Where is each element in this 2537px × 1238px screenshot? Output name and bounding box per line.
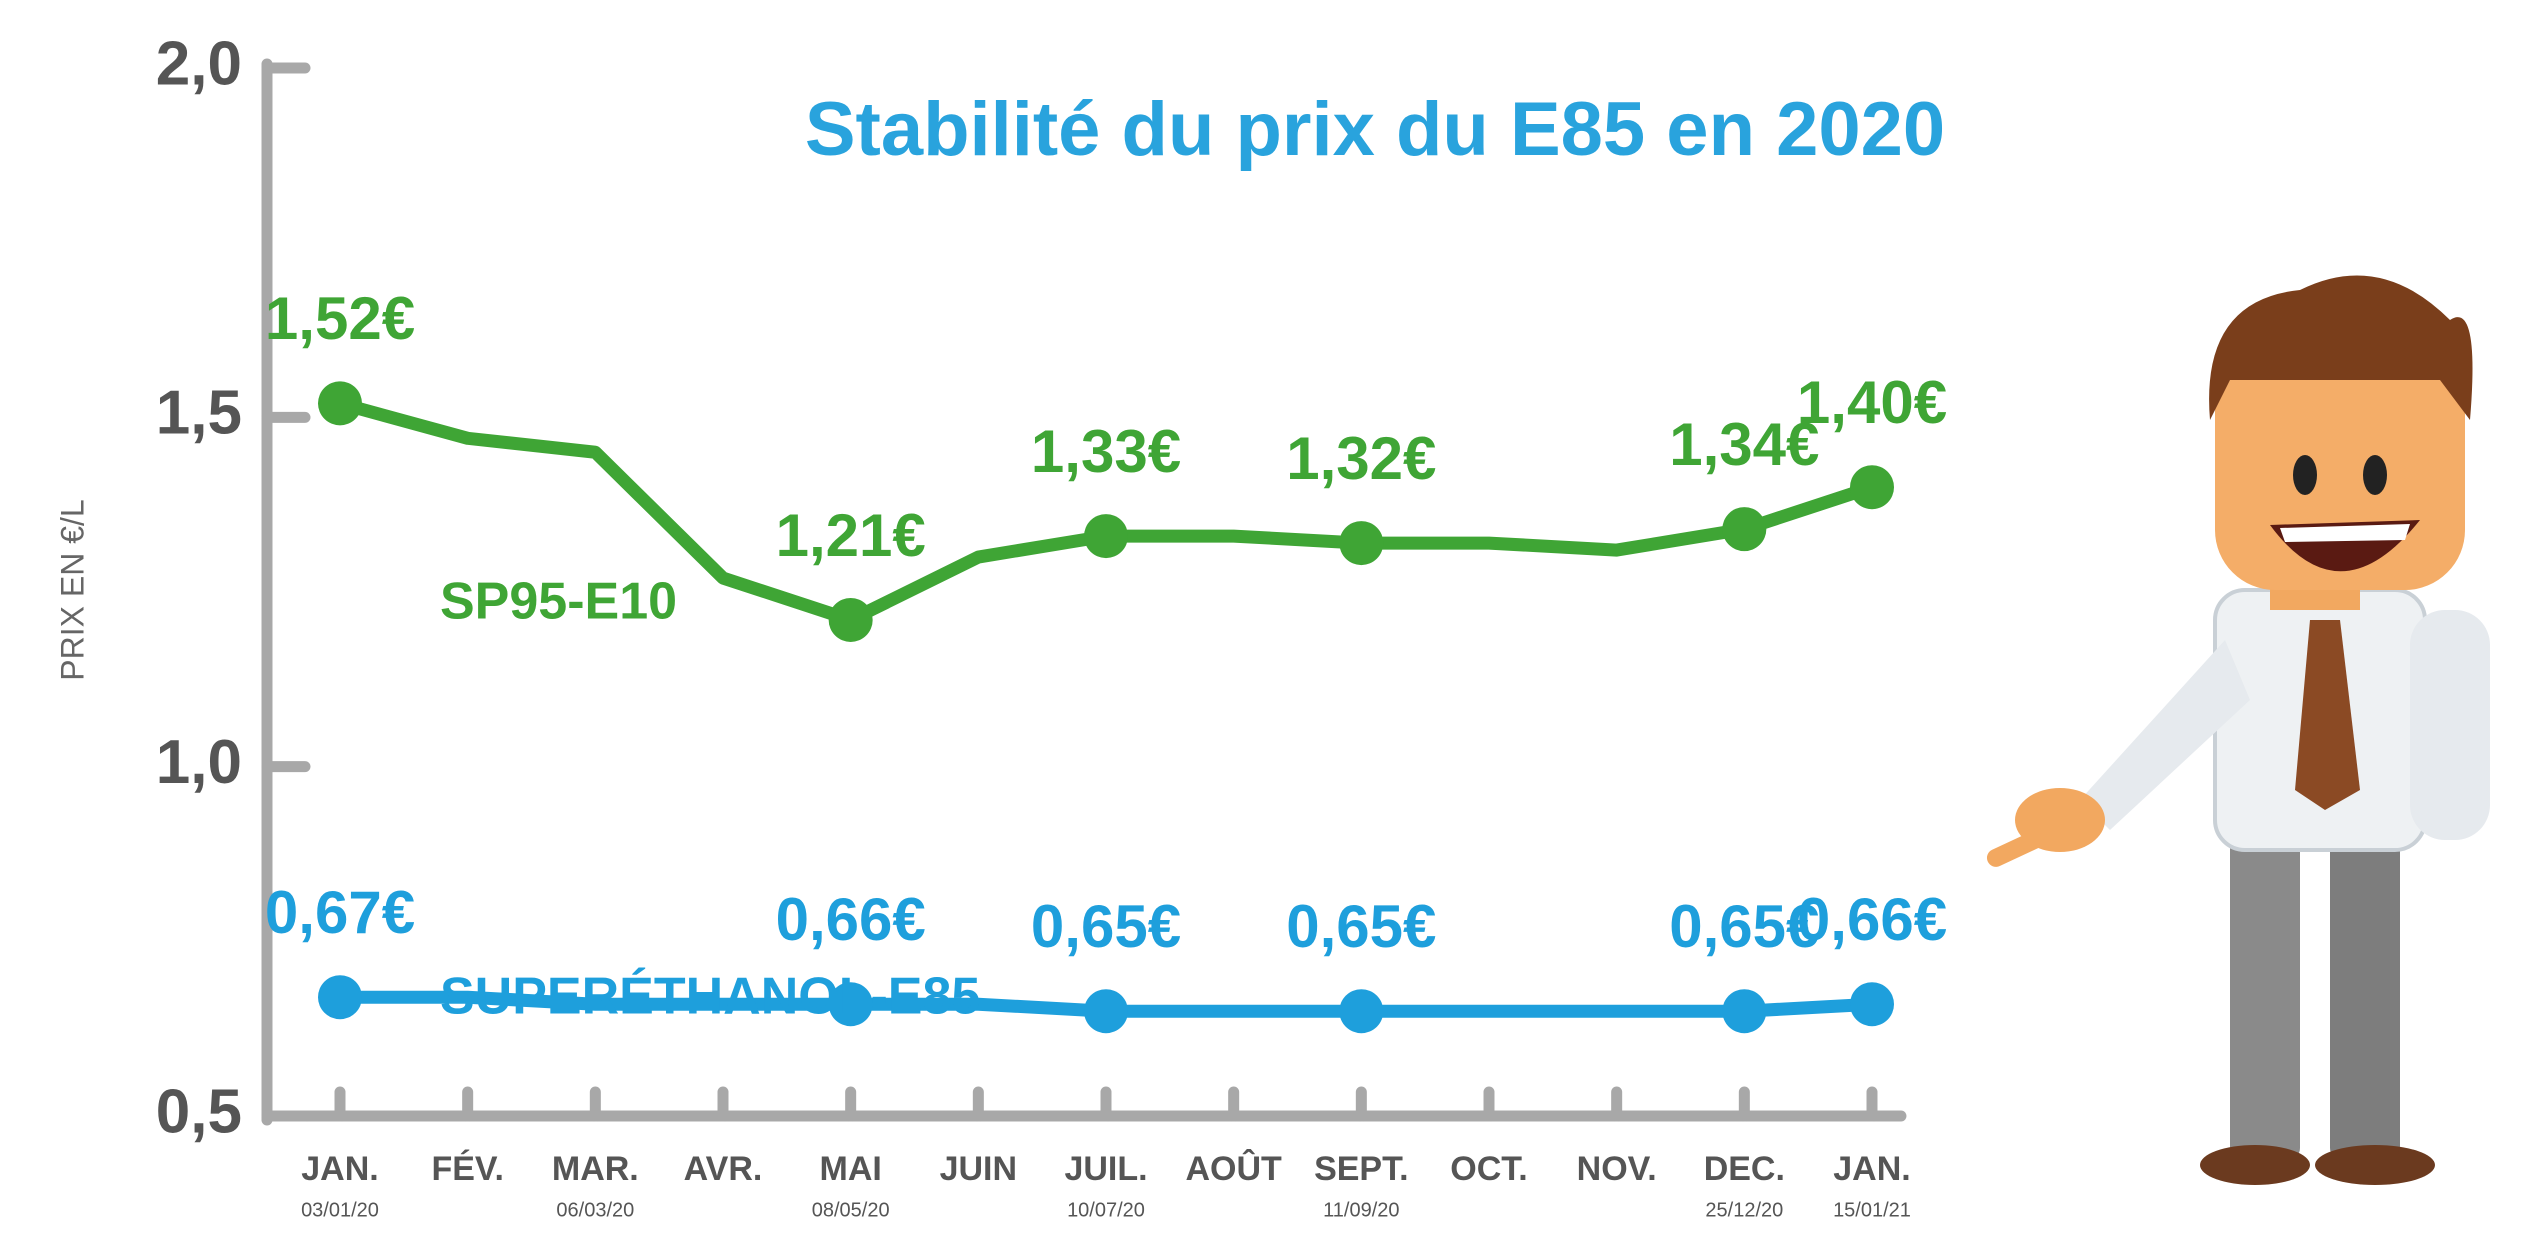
x-tick-label: FÉV.: [431, 1150, 503, 1188]
x-date-label: 06/03/20: [556, 1199, 634, 1221]
y-tick-label: 1,0: [156, 728, 242, 797]
character-illustration: [1984, 275, 2490, 1185]
arm: [2410, 610, 2490, 840]
x-date-label: 11/09/20: [1323, 1199, 1399, 1221]
data-point: [1850, 465, 1894, 509]
data-point: [1722, 989, 1766, 1033]
x-date-label: 08/05/20: [812, 1199, 890, 1221]
chart-title: Stabilité du prix du E85 en 2020: [805, 87, 1945, 172]
page: Stabilité du prix du E85 en 2020 PRIX EN…: [0, 0, 2537, 1238]
eye: [2363, 455, 2387, 495]
leg: [2330, 830, 2400, 1160]
x-tick-label: MAI: [820, 1150, 882, 1188]
y-tick-label: 0,5: [156, 1077, 242, 1146]
x-tick-label: JAN.: [301, 1150, 378, 1188]
data-point: [318, 381, 362, 425]
x-date-label: 10/07/20: [1067, 1199, 1145, 1221]
data-point: [1084, 514, 1128, 558]
data-label: 1,21€: [776, 502, 926, 569]
y-tick-label: 2,0: [156, 29, 242, 98]
data-label: 1,40€: [1797, 369, 1947, 436]
data-label: 0,65€: [1286, 893, 1436, 960]
y-tick-label: 1,5: [156, 379, 242, 448]
data-label: 0,66€: [1797, 886, 1947, 953]
x-tick-label: JUIL.: [1064, 1150, 1147, 1188]
leg: [2230, 830, 2300, 1160]
x-tick-label: DEC.: [1704, 1150, 1785, 1188]
data-point: [1084, 989, 1128, 1033]
data-label: 1,32€: [1286, 425, 1436, 492]
finger: [1984, 828, 2046, 870]
data-label: 1,33€: [1031, 418, 1181, 485]
x-date-label: 15/01/21: [1833, 1199, 1911, 1221]
data-point: [1850, 982, 1894, 1026]
data-label: 0,66€: [776, 886, 926, 953]
shoe: [2315, 1145, 2435, 1185]
shoe: [2200, 1145, 2310, 1185]
data-label: 0,65€: [1031, 893, 1181, 960]
data-point: [1339, 989, 1383, 1033]
data-label: 1,52€: [265, 285, 415, 352]
x-tick-label: AVR.: [684, 1150, 763, 1188]
x-tick-label: OCT.: [1450, 1150, 1527, 1188]
x-tick-label: JAN.: [1833, 1150, 1910, 1188]
chart: Stabilité du prix du E85 en 2020 PRIX EN…: [0, 0, 2537, 1238]
x-tick-label: SEPT.: [1314, 1150, 1408, 1188]
x-tick-label: NOV.: [1577, 1150, 1657, 1188]
x-tick-label: MAR.: [552, 1150, 639, 1188]
x-tick-label: JUIN: [940, 1150, 1017, 1188]
data-point: [1339, 521, 1383, 565]
data-point: [1722, 507, 1766, 551]
series-name: SUPERÉTHANOL-E85: [440, 968, 980, 1026]
eye: [2293, 455, 2317, 495]
x-tick-label: AOÛT: [1186, 1149, 1283, 1188]
data-point: [318, 975, 362, 1019]
x-date-label: 03/01/20: [301, 1199, 379, 1221]
y-axis-label: PRIX EN €/L: [54, 499, 90, 680]
data-label: 0,67€: [265, 879, 415, 946]
x-date-label: 25/12/20: [1705, 1199, 1783, 1221]
series-name: SP95-E10: [440, 573, 677, 631]
data-point: [829, 598, 873, 642]
